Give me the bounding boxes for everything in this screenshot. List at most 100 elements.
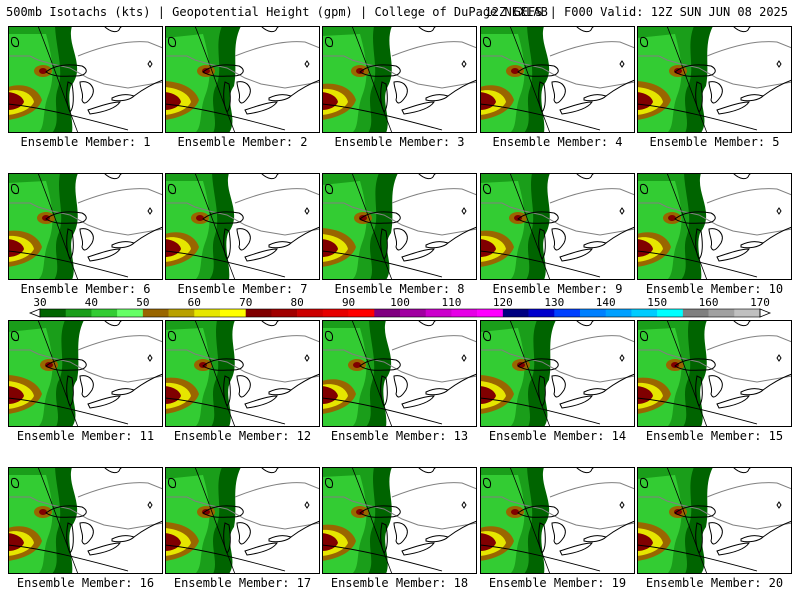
lake-ontario-outline — [111, 388, 135, 396]
jet-core-region — [199, 362, 207, 368]
colorbar-segment — [657, 309, 684, 317]
lake-michigan-outline — [538, 375, 546, 407]
colorbar-segment — [580, 309, 607, 317]
ensemble-map — [637, 173, 792, 280]
ensemble-panel: Ensemble Member: 1 — [8, 26, 163, 151]
hudson-bay-outline — [260, 467, 280, 474]
ensemble-panel: Ensemble Member: 18 — [322, 467, 477, 592]
colorbar-tick-label: 60 — [188, 296, 201, 309]
height-contour — [37, 26, 79, 133]
st-lawrence-outline — [290, 373, 320, 391]
ensemble-map — [480, 26, 635, 133]
map-frame — [322, 467, 477, 574]
height-contour — [666, 320, 708, 427]
country-border — [8, 202, 163, 236]
island-outline — [147, 354, 153, 362]
hudson-bay-outline — [732, 467, 752, 474]
hudson-bay-outline — [417, 320, 437, 327]
lake-superior-outline — [674, 211, 716, 224]
wind-speed-colorbar: 30 40 50 60 70 80 90 100 110 120 130 140 150 160 170 — [28, 296, 772, 318]
lake-michigan-outline — [380, 228, 388, 260]
ensemble-panel: Ensemble Member: 3 — [322, 26, 477, 151]
island-outline — [147, 207, 153, 215]
country-border — [480, 55, 635, 89]
map-frame — [480, 173, 635, 280]
jet-core-region — [356, 68, 364, 74]
province-border — [234, 188, 320, 204]
ensemble-map — [480, 320, 635, 427]
lake-superior-outline — [202, 211, 244, 224]
hudson-bay-outline — [575, 26, 595, 33]
lake-michigan-outline — [223, 375, 231, 407]
lake-ontario-outline — [583, 94, 607, 102]
map-frame — [480, 467, 635, 574]
colorbar-segment — [400, 309, 427, 317]
colorbar-segment — [451, 309, 478, 317]
colorbar-segment — [91, 309, 118, 317]
map-frame — [8, 173, 163, 280]
jet-core-region — [196, 215, 204, 221]
lake-erie-outline — [559, 395, 593, 409]
lake-superior-outline — [359, 64, 401, 77]
ensemble-map — [165, 173, 320, 280]
colorbar-segment — [271, 309, 298, 317]
colorbar-segment — [322, 309, 349, 317]
island-outline — [776, 501, 782, 509]
map-frame — [8, 26, 163, 133]
lake-michigan-outline — [538, 228, 546, 260]
lake-ontario-outline — [425, 94, 449, 102]
jet-core-region — [514, 215, 522, 221]
colorbar-segment — [142, 309, 169, 317]
lake-ontario-outline — [583, 388, 607, 396]
colorbar-tick-label: 70 — [239, 296, 252, 309]
map-frame — [637, 26, 792, 133]
map-header: 500mb Isotachs (kts) | Geopotential Heig… — [6, 4, 796, 20]
lake-ontario-outline — [111, 535, 135, 543]
lake-winnipeg-outline — [11, 37, 19, 47]
hudson-bay-outline — [417, 467, 437, 474]
ensemble-member-label: Ensemble Member: 9 — [492, 282, 623, 296]
ensemble-map — [8, 467, 163, 574]
st-lawrence-outline — [605, 226, 635, 244]
colorbar-tick-label: 110 — [441, 296, 461, 309]
ensemble-map — [637, 320, 792, 427]
map-frame — [480, 26, 635, 133]
hudson-bay-outline — [732, 320, 752, 327]
province-border — [77, 335, 163, 351]
st-lawrence-outline — [447, 226, 477, 244]
colorbar-segment — [554, 309, 581, 317]
lake-winnipeg-outline — [325, 37, 333, 47]
island-outline — [304, 60, 310, 68]
lake-ontario-outline — [268, 241, 292, 249]
colorbar-segment — [297, 309, 324, 317]
lake-michigan-outline — [380, 375, 388, 407]
ensemble-map — [322, 173, 477, 280]
lake-huron-outline — [551, 522, 566, 545]
st-lawrence-outline — [605, 520, 635, 538]
jet-core-region — [42, 215, 50, 221]
ensemble-panel: Ensemble Member: 20 — [637, 467, 792, 592]
lake-ontario-outline — [740, 241, 764, 249]
colorbar-segment — [477, 309, 504, 317]
country-border — [637, 55, 792, 89]
lake-ontario-outline — [268, 388, 292, 396]
lake-michigan-outline — [66, 375, 74, 407]
colorbar-segment — [682, 309, 709, 317]
ensemble-panel: Ensemble Member: 10 — [637, 173, 792, 298]
ensemble-member-label: Ensemble Member: 15 — [645, 429, 784, 443]
lake-erie-outline — [87, 248, 121, 262]
country-border — [322, 202, 477, 236]
colorbar-segment — [220, 309, 247, 317]
country-border — [165, 496, 320, 530]
map-frame — [165, 467, 320, 574]
country-border — [480, 496, 635, 530]
ensemble-member-label: Ensemble Member: 20 — [645, 576, 784, 590]
hudson-bay-outline — [103, 26, 123, 33]
st-lawrence-outline — [762, 520, 792, 538]
island-outline — [461, 207, 467, 215]
ensemble-map — [322, 467, 477, 574]
ensemble-panel: Ensemble Member: 12 — [165, 320, 320, 445]
lake-erie-outline — [87, 542, 121, 556]
lake-ontario-outline — [425, 535, 449, 543]
lake-erie-outline — [87, 395, 121, 409]
